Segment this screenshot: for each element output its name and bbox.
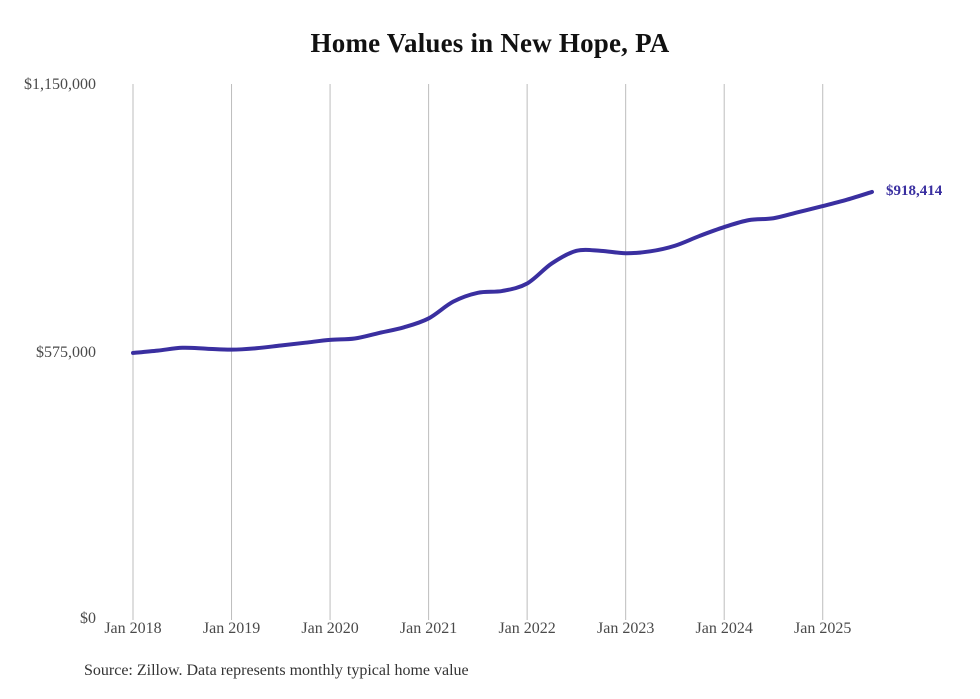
y-axis-tick-mid: $575,000 bbox=[36, 344, 96, 361]
end-value-annotation: $918,414 bbox=[886, 182, 943, 199]
x-axis-tick-jan-2025: Jan 2025 bbox=[794, 620, 852, 637]
gridlines-group bbox=[132, 84, 824, 620]
y-axis-tick-top: $1,150,000 bbox=[24, 76, 96, 93]
x-axis-tick-jan-2023: Jan 2023 bbox=[596, 620, 655, 637]
page-title: Home Values in New Hope, PA bbox=[310, 28, 670, 58]
x-axis-tick-jan-2024: Jan 2024 bbox=[695, 620, 753, 637]
y-axis-tick-bottom: $0 bbox=[80, 610, 96, 627]
x-axis-tick-jan-2018: Jan 2018 bbox=[104, 620, 162, 637]
x-axis-tick-jan-2022: Jan 2022 bbox=[498, 620, 556, 637]
x-axis-tick-jan-2020: Jan 2020 bbox=[301, 620, 359, 637]
x-axis-tick-jan-2019: Jan 2019 bbox=[202, 620, 261, 637]
source-note: Source: Zillow. Data represents monthly … bbox=[84, 662, 469, 679]
series-line-typical-home-value bbox=[131, 189, 874, 355]
x-axis-tick-jan-2021: Jan 2021 bbox=[399, 620, 458, 637]
